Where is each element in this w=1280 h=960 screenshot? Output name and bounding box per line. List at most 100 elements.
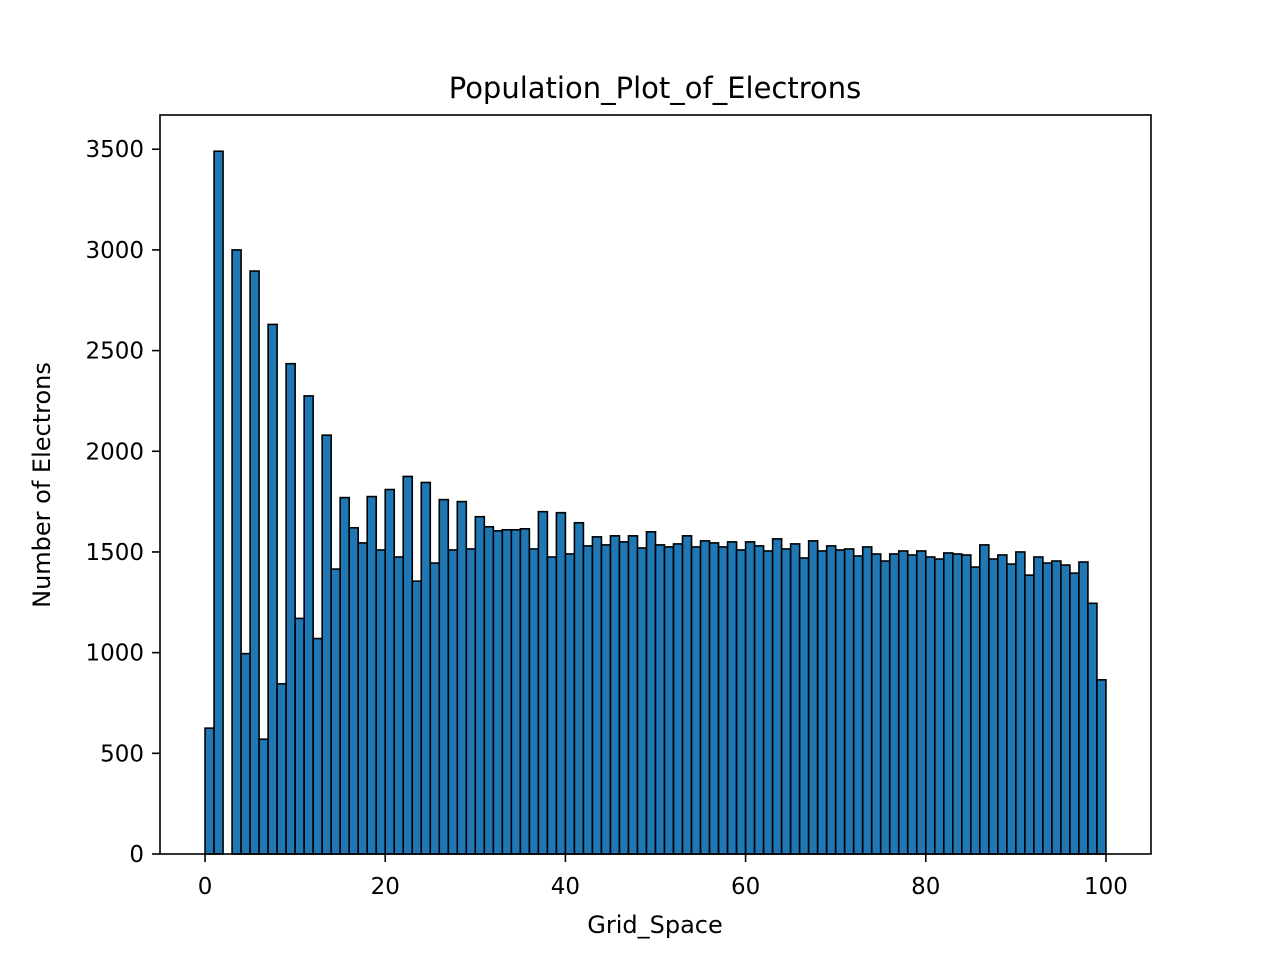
histogram-bar — [627, 535, 639, 855]
x-tick-label: 100 — [1084, 874, 1128, 900]
histogram-bar — [231, 249, 242, 855]
histogram-bar — [979, 544, 990, 855]
histogram-bar — [636, 547, 648, 855]
y-tick-label: 0 — [129, 842, 144, 868]
histogram-bar — [726, 541, 738, 855]
chart-title: Population_Plot_of_Electrons — [449, 71, 862, 105]
histogram-bar — [1024, 574, 1035, 855]
histogram-bar — [438, 498, 450, 855]
histogram-bar — [474, 515, 486, 855]
histogram-bar — [735, 549, 747, 855]
histogram-bar — [690, 546, 702, 855]
y-tick-label: 2500 — [85, 339, 144, 365]
histogram-bar — [888, 553, 900, 855]
histogram-bar — [411, 580, 423, 855]
histogram-bar — [861, 546, 873, 855]
histogram-bar — [483, 525, 495, 855]
histogram-bar — [897, 550, 909, 855]
y-axis-ticks: 0 500 1000 1500 2000 2500 3000 3500 — [85, 137, 160, 868]
histogram-bar — [771, 538, 783, 855]
histogram-bar — [988, 558, 999, 855]
histogram-bar — [528, 548, 540, 855]
y-tick-label: 1500 — [85, 540, 144, 566]
histogram-bar — [330, 568, 341, 855]
y-tick-label: 500 — [100, 741, 144, 767]
y-tick-label: 1000 — [85, 641, 144, 667]
histogram-bar — [204, 727, 215, 855]
histogram-bar — [1078, 561, 1089, 855]
histogram-bar — [789, 543, 801, 855]
histogram-bar — [933, 558, 945, 855]
histogram-bar — [519, 527, 531, 855]
histogram-bar — [672, 543, 684, 855]
histogram-bar — [1015, 551, 1026, 855]
histogram-bar — [708, 542, 720, 855]
histogram-bar — [564, 553, 576, 855]
histogram-bar — [429, 562, 441, 855]
histogram-bar — [555, 511, 567, 855]
histogram-bar — [213, 150, 224, 855]
histogram-bar — [339, 496, 350, 855]
histogram-bar — [267, 323, 278, 855]
histogram-bar — [375, 549, 387, 855]
histogram-bar — [798, 557, 810, 855]
histogram-bar — [961, 554, 972, 855]
histogram-bar — [492, 530, 504, 855]
histogram-bar — [384, 488, 396, 855]
histogram-bar — [744, 541, 756, 855]
histogram-bar — [762, 550, 774, 855]
histogram-bar — [663, 546, 675, 855]
histogram-bar — [780, 548, 792, 855]
histogram-bar — [870, 553, 882, 855]
histogram-bar — [1069, 572, 1080, 855]
histogram-bar — [753, 545, 765, 855]
histogram-bar — [312, 637, 323, 855]
histogram-bar — [852, 555, 864, 855]
histogram-bar — [807, 540, 819, 855]
histogram-bar — [249, 270, 260, 855]
histogram-bar — [582, 545, 594, 855]
histogram-bar — [970, 566, 981, 855]
histogram-bar — [1006, 563, 1017, 855]
histogram-bar — [456, 500, 468, 855]
histogram-bar — [447, 549, 459, 855]
histogram-bar — [1087, 602, 1098, 855]
histogram-bar — [294, 617, 305, 855]
y-tick-label: 2000 — [85, 439, 144, 465]
x-tick-label: 40 — [551, 874, 580, 900]
histogram-bar — [303, 395, 314, 855]
histogram-bar — [1051, 560, 1062, 855]
y-tick-label: 3500 — [85, 137, 144, 163]
histogram-bar — [879, 560, 891, 855]
histogram-bar — [258, 738, 269, 855]
histogram-bar — [609, 535, 621, 855]
bars-group — [204, 150, 1107, 855]
histogram-bar — [1033, 556, 1044, 855]
histogram-bar — [843, 548, 855, 855]
histogram-bar — [591, 536, 603, 855]
y-tick-label: 3000 — [85, 238, 144, 264]
histogram-bar — [402, 475, 414, 855]
histogram-bar — [573, 521, 585, 855]
histogram-bar — [834, 549, 846, 855]
histogram-bar — [393, 556, 405, 855]
histogram-bar — [699, 540, 711, 855]
histogram-bar — [321, 434, 332, 855]
histogram-bar — [1042, 562, 1053, 855]
histogram-bar — [348, 526, 360, 855]
histogram-bar — [276, 683, 287, 855]
histogram-bar — [654, 544, 666, 855]
histogram-bar — [366, 495, 378, 855]
histogram-bar — [645, 531, 657, 855]
histogram-bar — [717, 546, 729, 855]
histogram-bar — [618, 541, 630, 855]
histogram-bar — [1096, 679, 1107, 855]
histogram-bar — [240, 652, 251, 855]
histogram-bar — [942, 552, 954, 855]
histogram-bar — [951, 553, 963, 855]
histogram-bar — [906, 554, 918, 855]
histogram-bar — [997, 554, 1008, 855]
x-tick-label: 80 — [911, 874, 940, 900]
plot-frame — [159, 114, 1152, 855]
